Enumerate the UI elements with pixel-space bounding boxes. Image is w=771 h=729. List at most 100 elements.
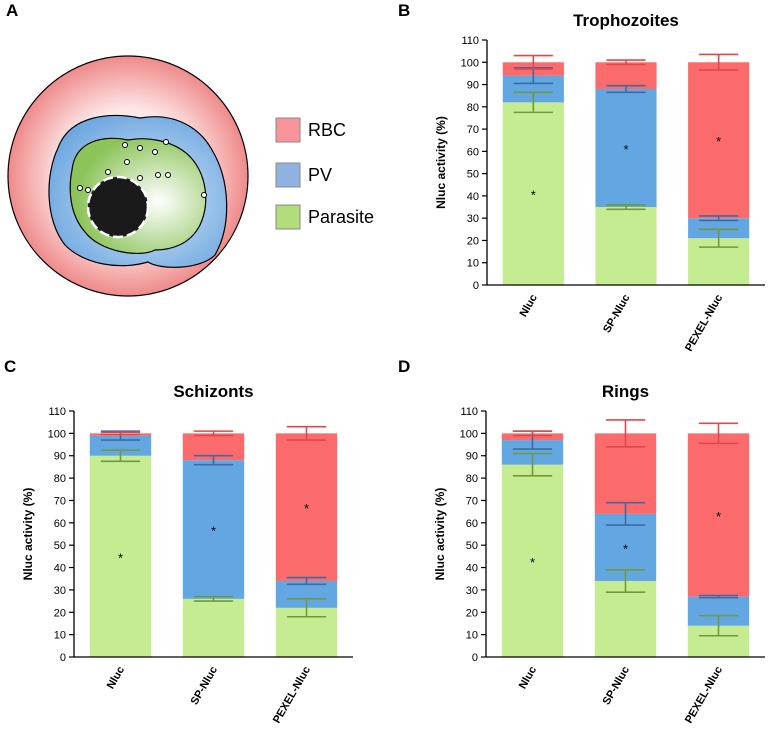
error-bar bbox=[699, 53, 739, 71]
y-tick-label: 90 bbox=[54, 451, 66, 463]
error-bar bbox=[606, 204, 646, 211]
error-bar bbox=[193, 595, 234, 602]
panel-label: B bbox=[398, 1, 410, 20]
error-bar bbox=[605, 501, 646, 526]
y-tick-label: 90 bbox=[467, 80, 479, 92]
y-tick-label: 90 bbox=[466, 451, 478, 463]
legend-label: RBC bbox=[308, 120, 346, 140]
panel-a: A RBC PV Parasite bbox=[6, 1, 374, 297]
error-bar bbox=[605, 568, 646, 593]
y-tick-label: 20 bbox=[467, 235, 479, 247]
y-tick-label: 40 bbox=[54, 563, 66, 575]
error-bar bbox=[698, 422, 739, 445]
bar-segment bbox=[502, 102, 564, 285]
error-bar bbox=[512, 452, 553, 477]
nucleus bbox=[86, 175, 150, 239]
panel-label: A bbox=[6, 1, 18, 20]
error-bar bbox=[193, 430, 234, 437]
x-tick-label: PEXEL-Nluc bbox=[683, 293, 725, 354]
y-tick-label: 110 bbox=[461, 35, 479, 47]
significance: * bbox=[211, 524, 216, 539]
x-tick-label: PEXEL-Nluc bbox=[683, 665, 725, 726]
chart-title: Rings bbox=[602, 382, 649, 401]
y-tick-label: 30 bbox=[54, 585, 66, 597]
significance: * bbox=[531, 188, 536, 203]
legend-swatch bbox=[275, 162, 301, 188]
y-tick-label: 50 bbox=[467, 169, 479, 181]
significance: * bbox=[623, 142, 628, 157]
x-tick-label: SP-Nluc bbox=[601, 665, 632, 708]
y-tick-label: 10 bbox=[467, 258, 479, 270]
y-tick-label: 0 bbox=[472, 652, 478, 664]
legend-swatch bbox=[275, 204, 301, 230]
bar-segment bbox=[688, 218, 750, 239]
y-tick-label: 110 bbox=[48, 406, 66, 418]
x-tick-label: PEXEL-Nluc bbox=[271, 665, 313, 726]
y-tick-label: 80 bbox=[467, 102, 479, 114]
y-tick-label: 70 bbox=[54, 495, 66, 507]
error-bar bbox=[193, 454, 234, 466]
y-tick-label: 100 bbox=[48, 428, 66, 440]
error-bar bbox=[605, 419, 646, 448]
y-tick-label: 100 bbox=[460, 428, 478, 440]
plot: * Nluc * SP-Nluc * PEXEL-Nluc 0 10 20 30 40 50 60 70 8… bbox=[460, 406, 765, 726]
y-tick-label: 0 bbox=[473, 280, 479, 292]
bar-segment bbox=[687, 433, 750, 597]
y-tick-label: 100 bbox=[461, 57, 479, 69]
bar-segment bbox=[595, 207, 657, 285]
y-tick-label: 30 bbox=[467, 213, 479, 225]
error-bar bbox=[286, 576, 327, 586]
error-bar bbox=[606, 84, 646, 94]
error-bar bbox=[698, 614, 739, 637]
y-tick-label: 70 bbox=[467, 124, 479, 136]
y-tick-label: 50 bbox=[54, 540, 66, 552]
significance: * bbox=[304, 501, 309, 516]
y-tick-label: 60 bbox=[467, 146, 479, 158]
bar-segment bbox=[182, 460, 245, 599]
legend-label: Parasite bbox=[308, 207, 374, 227]
plot: * Nluc * SP-Nluc * PEXEL-Nluc 0 10 20 30 40 50 60 70 8… bbox=[461, 35, 765, 354]
bar-segment bbox=[89, 455, 152, 657]
bar-segment bbox=[688, 62, 750, 219]
error-bar bbox=[100, 431, 141, 436]
bar-segment bbox=[182, 598, 245, 657]
significance: * bbox=[530, 555, 535, 570]
plot: * Nluc * SP-Nluc * PEXEL-Nluc 0 10 20 30 40 50 60 70 8… bbox=[48, 406, 353, 726]
significance: * bbox=[716, 509, 721, 524]
y-tick-label: 40 bbox=[467, 191, 479, 203]
y-tick-label: 60 bbox=[54, 518, 66, 530]
x-tick-label: SP-Nluc bbox=[189, 665, 220, 708]
x-tick-label: SP-Nluc bbox=[601, 293, 632, 336]
error-bar bbox=[100, 449, 141, 463]
y-tick-label: 80 bbox=[466, 473, 478, 485]
x-tick-label: Nluc bbox=[105, 665, 127, 692]
error-bar bbox=[512, 430, 553, 437]
bar-segment bbox=[275, 433, 338, 581]
error-bar bbox=[286, 598, 327, 618]
y-tick-label: 10 bbox=[466, 630, 478, 642]
bar-segment bbox=[501, 464, 564, 657]
error-bar bbox=[698, 594, 739, 599]
significance: * bbox=[118, 550, 123, 565]
bar-segment bbox=[594, 580, 657, 657]
x-tick-label: Nluc bbox=[518, 293, 540, 320]
significance: * bbox=[716, 134, 721, 149]
bar-segment bbox=[595, 62, 657, 89]
y-axis-label: Nluc activity (%) bbox=[21, 488, 35, 581]
error-bar bbox=[513, 54, 553, 70]
panel-label: C bbox=[4, 357, 16, 376]
y-tick-label: 20 bbox=[466, 607, 478, 619]
y-tick-label: 30 bbox=[466, 585, 478, 597]
y-tick-label: 80 bbox=[54, 473, 66, 485]
y-tick-label: 60 bbox=[466, 518, 478, 530]
y-tick-label: 0 bbox=[60, 652, 66, 664]
chart-title: Schizonts bbox=[173, 382, 253, 401]
y-tick-label: 40 bbox=[466, 563, 478, 575]
y-tick-label: 70 bbox=[466, 495, 478, 507]
error-bar bbox=[513, 91, 553, 114]
y-tick-label: 110 bbox=[460, 406, 478, 418]
error-bar bbox=[699, 215, 739, 222]
panel-label: D bbox=[398, 357, 410, 376]
y-tick-label: 20 bbox=[54, 607, 66, 619]
